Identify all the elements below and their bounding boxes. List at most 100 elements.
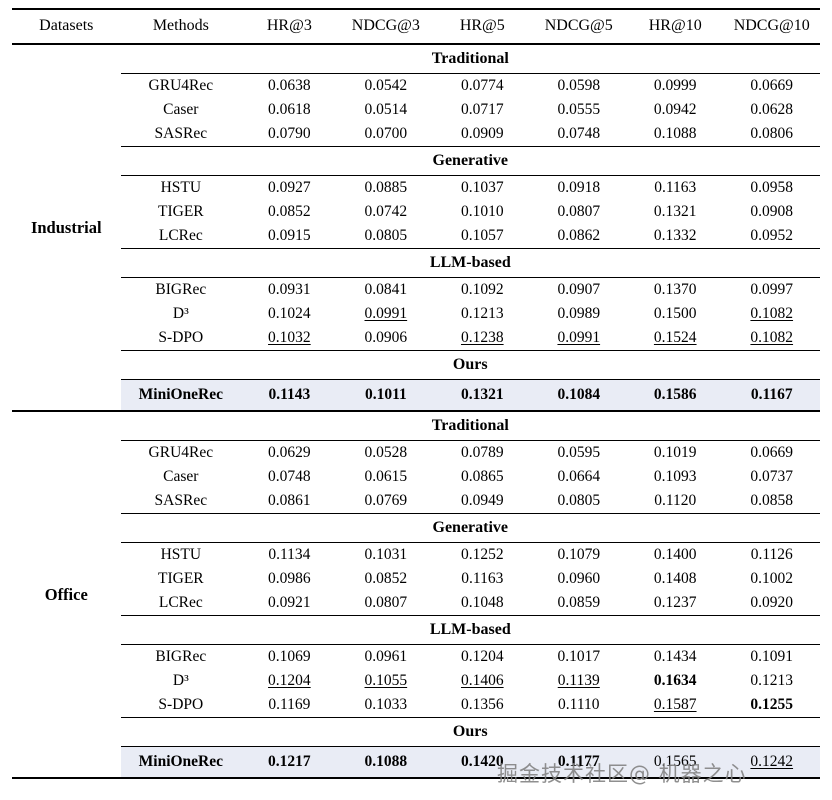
- value-cell: 0.0931: [268, 281, 311, 298]
- section-row: LLM-based: [12, 248, 820, 278]
- value-cell: 0.0991: [557, 329, 601, 346]
- value-cell: 0.0669: [750, 77, 794, 94]
- method-cell: LCRec: [158, 227, 203, 244]
- column-header: HR@10: [627, 9, 724, 45]
- value-cell: 0.1434: [653, 648, 697, 665]
- value-cell: 0.1238: [460, 329, 504, 346]
- column-header: HR@3: [241, 9, 338, 45]
- dataset-label: Industrial: [12, 44, 121, 412]
- value-cell: 0.1032: [268, 329, 311, 346]
- section-row: Generative: [12, 146, 820, 176]
- value-cell: 0.0555: [557, 101, 601, 118]
- value-cell: 0.1143: [241, 379, 338, 412]
- method-cell: Caser: [163, 468, 199, 485]
- method-cell: S-DPO: [158, 329, 204, 346]
- method-row: D³ 0.1204 0.1055 0.1406 0.1139 0.1634 0.1213: [12, 669, 820, 693]
- value-cell: 0.0748: [268, 468, 311, 485]
- value-cell: 0.0907: [557, 281, 601, 298]
- section-label: LLM-based: [120, 615, 820, 645]
- value-cell: 0.0595: [557, 444, 601, 461]
- value-cell: 0.1017: [557, 648, 601, 665]
- value-cell: 0.1057: [460, 227, 504, 244]
- value-cell: 0.1120: [654, 492, 697, 509]
- method-cell: LCRec: [158, 594, 203, 611]
- value-cell: 0.0861: [268, 492, 311, 509]
- value-cell: 0.0737: [750, 468, 794, 485]
- value-cell: 0.0669: [750, 444, 794, 461]
- value-cell: 0.1031: [364, 546, 408, 563]
- method-row: S-DPO 0.1032 0.0906 0.1238 0.0991 0.1524 0.108…: [12, 326, 820, 351]
- section-row: Office Traditional: [12, 411, 820, 603]
- method-cell: D³: [172, 305, 189, 322]
- value-cell: 0.1088: [653, 125, 697, 142]
- value-cell: 0.1356: [460, 696, 504, 713]
- value-cell: 0.0921: [268, 594, 311, 611]
- value-cell: 0.0528: [364, 444, 408, 461]
- value-cell: 0.0638: [268, 77, 311, 94]
- value-cell: 0.0742: [364, 203, 408, 220]
- section-label: Ours: [120, 717, 820, 747]
- value-cell: 0.1252: [460, 546, 504, 563]
- method-row: Caser 0.0618 0.0514 0.0717 0.0555 0.0942 0.062…: [12, 98, 820, 122]
- value-cell: 0.0961: [364, 648, 408, 665]
- value-cell: 0.0790: [268, 125, 311, 142]
- value-cell: 0.0598: [557, 77, 601, 94]
- value-cell: 0.0805: [557, 492, 601, 509]
- method-cell: GRU4Rec: [148, 444, 214, 461]
- value-cell: 0.1370: [653, 281, 697, 298]
- method-cell: Caser: [163, 101, 199, 118]
- column-header: NDCG@3: [337, 9, 435, 45]
- method-cell: GRU4Rec: [148, 77, 214, 94]
- value-cell: 0.0514: [364, 101, 408, 118]
- method-cell: BIGRec: [155, 281, 207, 298]
- value-cell: 0.1177: [530, 746, 627, 778]
- value-cell: 0.0807: [364, 594, 408, 611]
- method-cell: MiniOneRec: [120, 746, 242, 778]
- section-label: Traditional: [120, 411, 820, 441]
- value-cell: 0.1321: [653, 203, 697, 220]
- value-cell: 0.1024: [268, 305, 311, 322]
- value-cell: 0.0949: [460, 492, 504, 509]
- value-cell: 0.1587: [653, 696, 697, 713]
- section-label: Generative: [120, 146, 820, 176]
- method-cell: TIGER: [158, 203, 204, 220]
- value-cell: 0.0629: [268, 444, 311, 461]
- method-row: TIGER 0.0986 0.0852 0.1163 0.0960 0.1408 0.100…: [12, 567, 820, 591]
- value-cell: 0.0859: [557, 594, 601, 611]
- value-cell: 0.1037: [460, 179, 504, 196]
- value-cell: 0.0852: [364, 570, 408, 587]
- method-row: HSTU 0.1134 0.1031 0.1252 0.1079 0.1400 0.1126: [12, 543, 820, 568]
- column-header: NDCG@5: [530, 9, 627, 45]
- value-cell: 0.1169: [268, 696, 311, 713]
- value-cell: 0.0700: [364, 125, 408, 142]
- value-cell: 0.1167: [723, 379, 820, 412]
- method-cell: HSTU: [160, 179, 202, 196]
- column-header: NDCG@10: [723, 9, 820, 45]
- value-cell: 0.1255: [750, 696, 794, 713]
- value-cell: 0.1082: [750, 329, 794, 346]
- section-label: Traditional: [120, 44, 820, 74]
- value-cell: 0.1163: [461, 570, 504, 587]
- value-cell: 0.0952: [750, 227, 794, 244]
- value-cell: 0.1420: [434, 746, 531, 778]
- value-cell: 0.0920: [750, 594, 794, 611]
- value-cell: 0.1524: [653, 329, 697, 346]
- value-cell: 0.1048: [460, 594, 504, 611]
- method-row: S-DPO 0.1169 0.1033 0.1356 0.1110 0.1587 0.125…: [12, 693, 820, 718]
- value-cell: 0.1321: [434, 379, 531, 412]
- method-row: LCRec 0.0921 0.0807 0.1048 0.0859 0.1237 0.092…: [12, 591, 820, 616]
- section-row: Industrial Traditional: [12, 44, 820, 412]
- value-cell: 0.1237: [653, 594, 697, 611]
- method-row: Caser 0.0748 0.0615 0.0865 0.0664 0.1093 0.073…: [12, 465, 820, 489]
- value-cell: 0.1019: [653, 444, 697, 461]
- value-cell: 0.1139: [557, 672, 600, 689]
- section-row: LLM-based: [12, 615, 820, 645]
- method-cell: S-DPO: [158, 696, 204, 713]
- header-row: Datasets Methods HR@3 NDCG@3 HR@5 NDCG@5 HR@10…: [12, 9, 820, 45]
- section-label: LLM-based: [120, 248, 820, 278]
- value-cell: 0.0999: [653, 77, 697, 94]
- value-cell: 0.0915: [268, 227, 311, 244]
- value-cell: 0.0769: [364, 492, 408, 509]
- value-cell: 0.1055: [364, 672, 408, 689]
- ours-row: MiniOneRec 0.1143 0.1011 0.1321 0.1084 0.1586…: [12, 379, 820, 412]
